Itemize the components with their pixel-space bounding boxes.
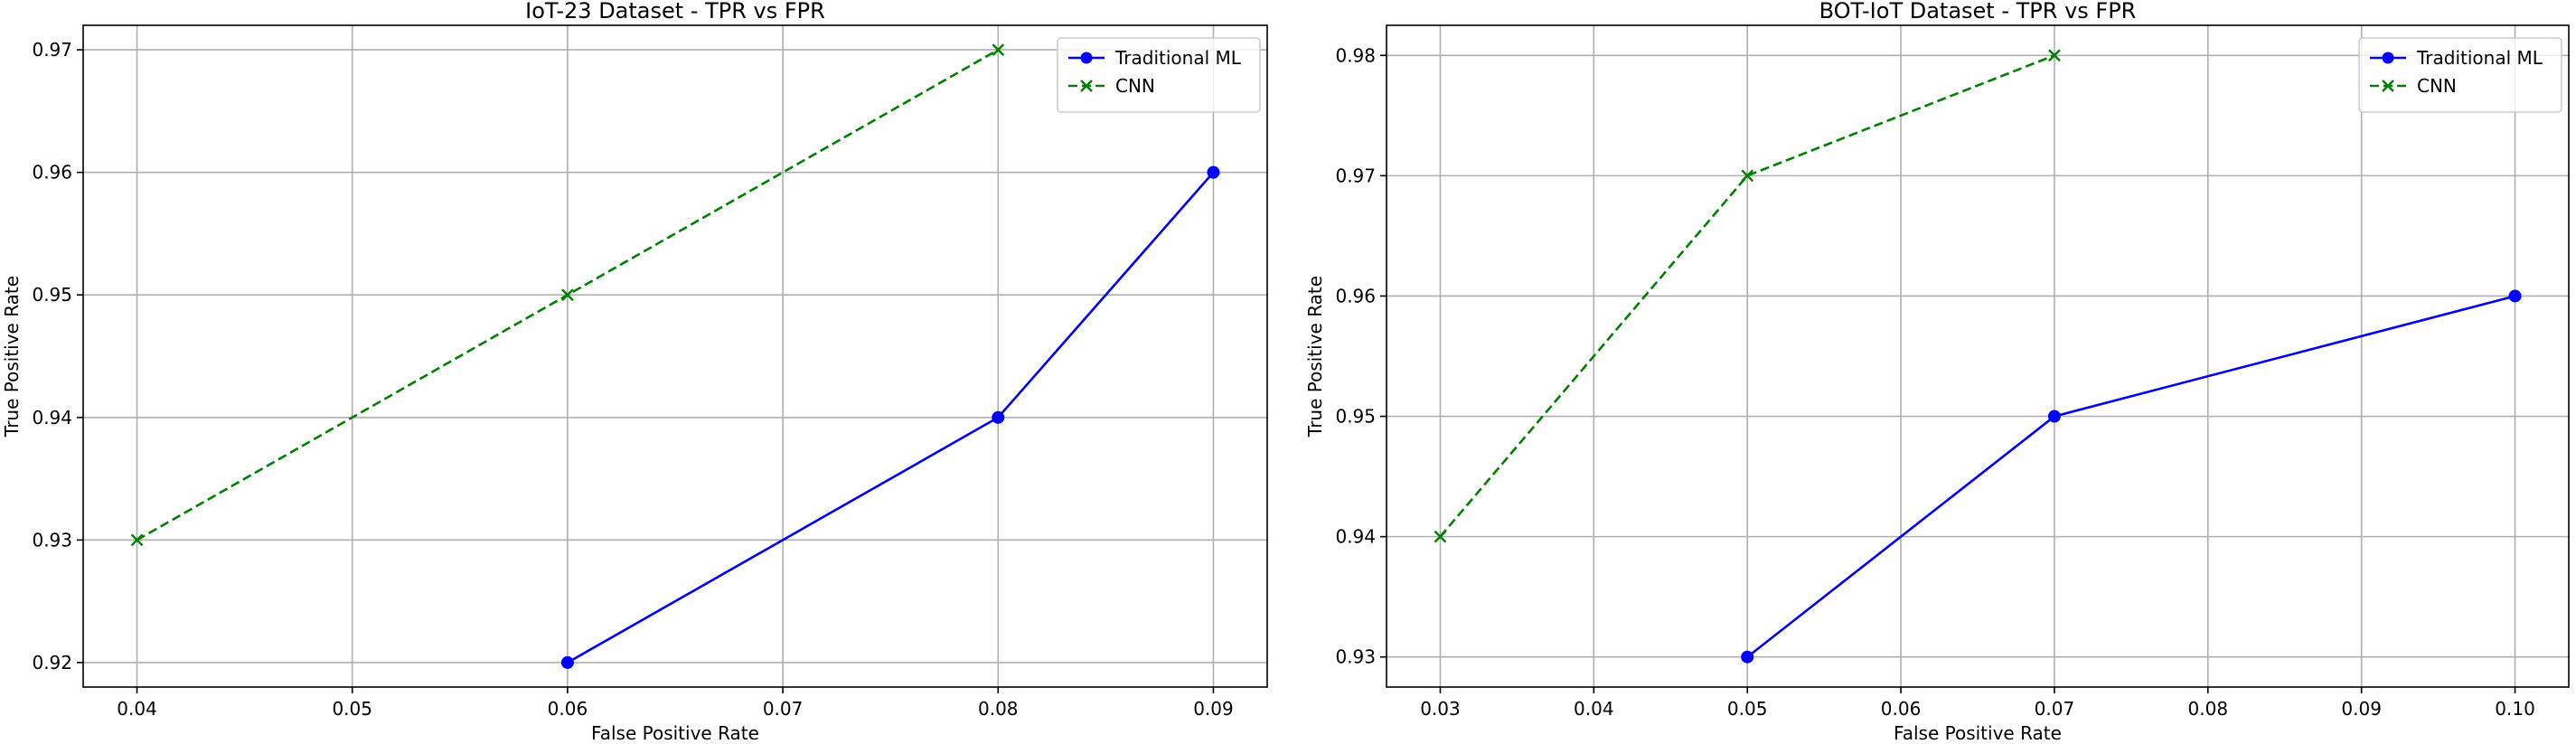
- data-point-x: [2048, 49, 2061, 62]
- data-point-circle: [1741, 650, 1754, 664]
- data-point-x: [1741, 169, 1754, 183]
- legend-label: CNN: [2417, 75, 2457, 97]
- y-tick-label: 0.98: [1335, 44, 1376, 66]
- legend-box: [2358, 37, 2562, 113]
- legend-label: Traditional ML: [1114, 47, 1242, 69]
- legend-label: Traditional ML: [2416, 47, 2543, 69]
- x-tick-label: 0.08: [978, 698, 1019, 720]
- legend: Traditional ML CNN: [1057, 37, 1261, 113]
- y-tick-label: 0.93: [1335, 646, 1376, 668]
- x-tick-label: 0.06: [1881, 698, 1922, 720]
- data-point-circle: [2508, 289, 2522, 303]
- y-tick-label: 0.96: [1335, 285, 1376, 306]
- y-axis-label: True Positive Rate: [1304, 276, 1326, 438]
- y-tick-label: 0.94: [32, 407, 72, 429]
- y-axis-label: True Positive Rate: [1, 276, 23, 438]
- data-point-x: [1434, 530, 1447, 543]
- legend-box: [1057, 37, 1261, 113]
- x-tick-label: 0.05: [332, 698, 372, 720]
- y-tick-label: 0.95: [32, 284, 72, 306]
- x-axis-label: False Positive Rate: [591, 722, 759, 744]
- legend-marker-x: [1080, 80, 1093, 92]
- data-point-circle: [2047, 410, 2061, 423]
- plot-frame: [82, 24, 1268, 688]
- y-tick-label: 0.94: [1335, 526, 1376, 548]
- data-point-x: [992, 43, 1005, 56]
- series-line-cnn: [1439, 54, 2055, 538]
- legend-marker-circle: [2382, 52, 2394, 64]
- x-tick-label: 0.07: [763, 698, 804, 720]
- y-tick-label: 0.93: [32, 529, 72, 551]
- x-axis-label: False Positive Rate: [1894, 722, 2062, 744]
- y-tick-label: 0.96: [32, 162, 72, 184]
- data-point-x: [561, 288, 574, 302]
- x-tick-label: 0.07: [2035, 698, 2075, 720]
- chart-title: BOT-IoT Dataset - TPR vs FPR: [1819, 0, 2137, 24]
- y-tick-label: 0.92: [32, 652, 72, 673]
- chart-panel-2: 0.03 0.04 0.05 0.06 0.07 0.08 0.09 0.10 0.93 0.94…: [1304, 0, 2570, 744]
- x-tick-label: 0.09: [1193, 698, 1234, 720]
- data-point-x: [130, 533, 144, 547]
- x-tick-label: 0.10: [2495, 698, 2535, 720]
- chart-title: IoT-23 Dataset - TPR vs FPR: [525, 0, 825, 24]
- x-tick-label: 0.08: [2188, 698, 2229, 720]
- x-tick-label: 0.03: [1420, 698, 1461, 720]
- y-tick-label: 0.95: [1335, 406, 1376, 428]
- data-point-circle: [560, 655, 574, 669]
- legend-marker-circle: [1080, 52, 1093, 64]
- plot-frame: [1386, 24, 2570, 688]
- legend-label: CNN: [1115, 75, 1155, 97]
- x-tick-label: 0.04: [1574, 698, 1614, 720]
- legend: Traditional ML CNN: [2358, 37, 2562, 113]
- data-point-circle: [992, 410, 1005, 424]
- x-tick-label: 0.09: [2341, 698, 2382, 720]
- chart-panel-1: 0.04 0.05 0.06 0.07 0.08 0.09 0.92 0.93 0.94 0.95…: [1, 0, 1268, 744]
- y-tick-label: 0.97: [32, 39, 72, 61]
- series-line-traditional-ml: [1746, 295, 2515, 658]
- y-tick-label: 0.97: [1335, 165, 1376, 186]
- x-tick-label: 0.04: [117, 698, 157, 720]
- x-tick-label: 0.06: [548, 698, 588, 720]
- x-tick-label: 0.05: [1727, 698, 1768, 720]
- legend-marker-x: [2382, 80, 2394, 92]
- data-point-circle: [1207, 165, 1220, 179]
